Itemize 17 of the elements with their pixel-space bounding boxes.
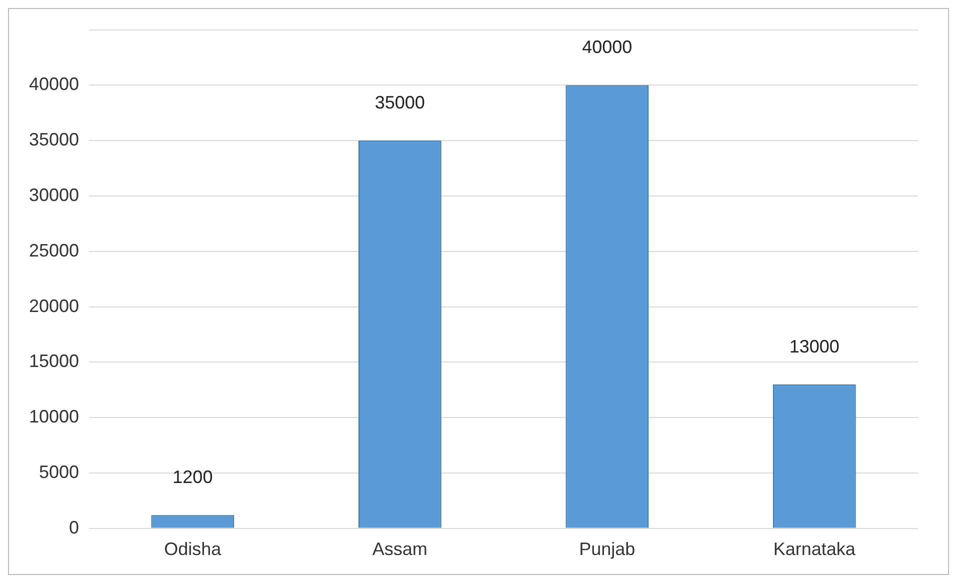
x-tick-label: Karnataka <box>773 539 856 560</box>
y-tick-label: 5000 <box>39 462 80 482</box>
y-tick-label: 35000 <box>28 130 80 150</box>
y-tick-label: 10000 <box>28 406 80 427</box>
data-label: 35000 <box>374 92 425 113</box>
y-tick-label: 30000 <box>28 184 80 205</box>
x-tick-label: Assam <box>372 539 428 560</box>
y-tick-label: 20000 <box>28 296 80 316</box>
data-label: 1200 <box>172 467 213 488</box>
y-tick-label: 40000 <box>28 74 80 94</box>
y-tick-label: 0 <box>69 517 80 538</box>
y-tick-label: 15000 <box>28 351 80 372</box>
y-tick-label: 25000 <box>28 240 80 260</box>
x-tick-label: Odisha <box>164 539 222 560</box>
data-label: 40000 <box>582 37 632 58</box>
data-label: 13000 <box>789 336 840 356</box>
x-tick-label: Punjab <box>579 539 636 560</box>
